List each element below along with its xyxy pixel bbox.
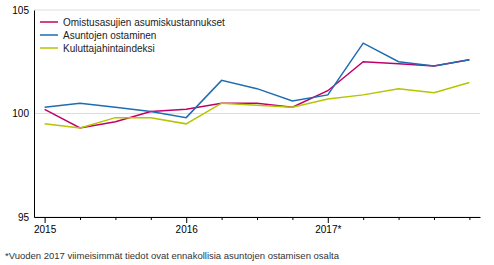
legend-swatch (40, 34, 58, 36)
y-tick-label: 95 (18, 212, 30, 223)
x-tick-mark (363, 217, 364, 220)
legend-item: Omistusasujien asumiskustannukset (40, 17, 225, 28)
legend-item: Kuluttajahintaindeksi (40, 43, 155, 54)
x-axis: 2015 2016 2017* (34, 217, 481, 235)
x-tick (434, 217, 435, 220)
y-tick: 95 (18, 212, 34, 223)
legend-swatch (40, 21, 58, 23)
x-tick (399, 217, 400, 220)
x-tick-mark (328, 217, 329, 223)
x-tick (469, 217, 470, 220)
grid (34, 10, 480, 217)
x-tick-mark (80, 217, 81, 220)
y-axis-line (34, 11, 35, 218)
legend: Omistusasujien asumiskustannukset Asuntoj… (40, 17, 225, 54)
x-tick: 2016 (176, 217, 199, 235)
legend-item: Asuntojen ostaminen (40, 30, 156, 41)
x-tick-mark (151, 217, 152, 220)
chart: 95 100 105 2015 2016 2017* Omistusasujien asum… (0, 0, 494, 265)
y-tick: 100 (12, 108, 34, 119)
series-line (45, 82, 470, 128)
y-axis: 95 100 105 (12, 5, 34, 223)
plot: 95 100 105 2015 2016 2017* Omistusasujien asum… (12, 5, 480, 235)
x-tick-mark (186, 217, 187, 223)
x-tick-mark (257, 217, 258, 220)
x-tick-mark (45, 217, 46, 223)
x-tick (222, 217, 223, 220)
footnote: *Vuoden 2017 viimeisimmät tiedot ovat en… (5, 250, 340, 261)
series-line (45, 43, 470, 118)
y-tick-label: 100 (12, 108, 29, 119)
x-tick: 2017* (315, 217, 341, 235)
x-tick-mark (292, 217, 293, 220)
lines (45, 43, 470, 128)
x-tick-label: 2016 (176, 224, 199, 235)
legend-label: Asuntojen ostaminen (63, 30, 156, 41)
x-tick-mark (222, 217, 223, 220)
x-tick: 2015 (34, 217, 57, 235)
grid-line (34, 10, 480, 11)
series-line (45, 60, 470, 128)
x-tick (292, 217, 293, 220)
x-tick-mark (469, 217, 470, 220)
x-tick-label: 2017* (315, 224, 341, 235)
y-tick: 105 (12, 5, 34, 16)
grid-line (34, 113, 480, 114)
x-tick (363, 217, 364, 220)
x-tick (151, 217, 152, 220)
x-tick-mark (434, 217, 435, 220)
x-tick-mark (399, 217, 400, 220)
y-tick-label: 105 (12, 5, 29, 16)
x-tick (80, 217, 81, 220)
x-tick (115, 217, 116, 220)
legend-label: Omistusasujien asumiskustannukset (63, 17, 225, 28)
legend-swatch (40, 47, 58, 49)
x-tick-label: 2015 (34, 224, 57, 235)
x-tick (257, 217, 258, 220)
legend-label: Kuluttajahintaindeksi (63, 43, 155, 54)
x-tick-mark (115, 217, 116, 220)
